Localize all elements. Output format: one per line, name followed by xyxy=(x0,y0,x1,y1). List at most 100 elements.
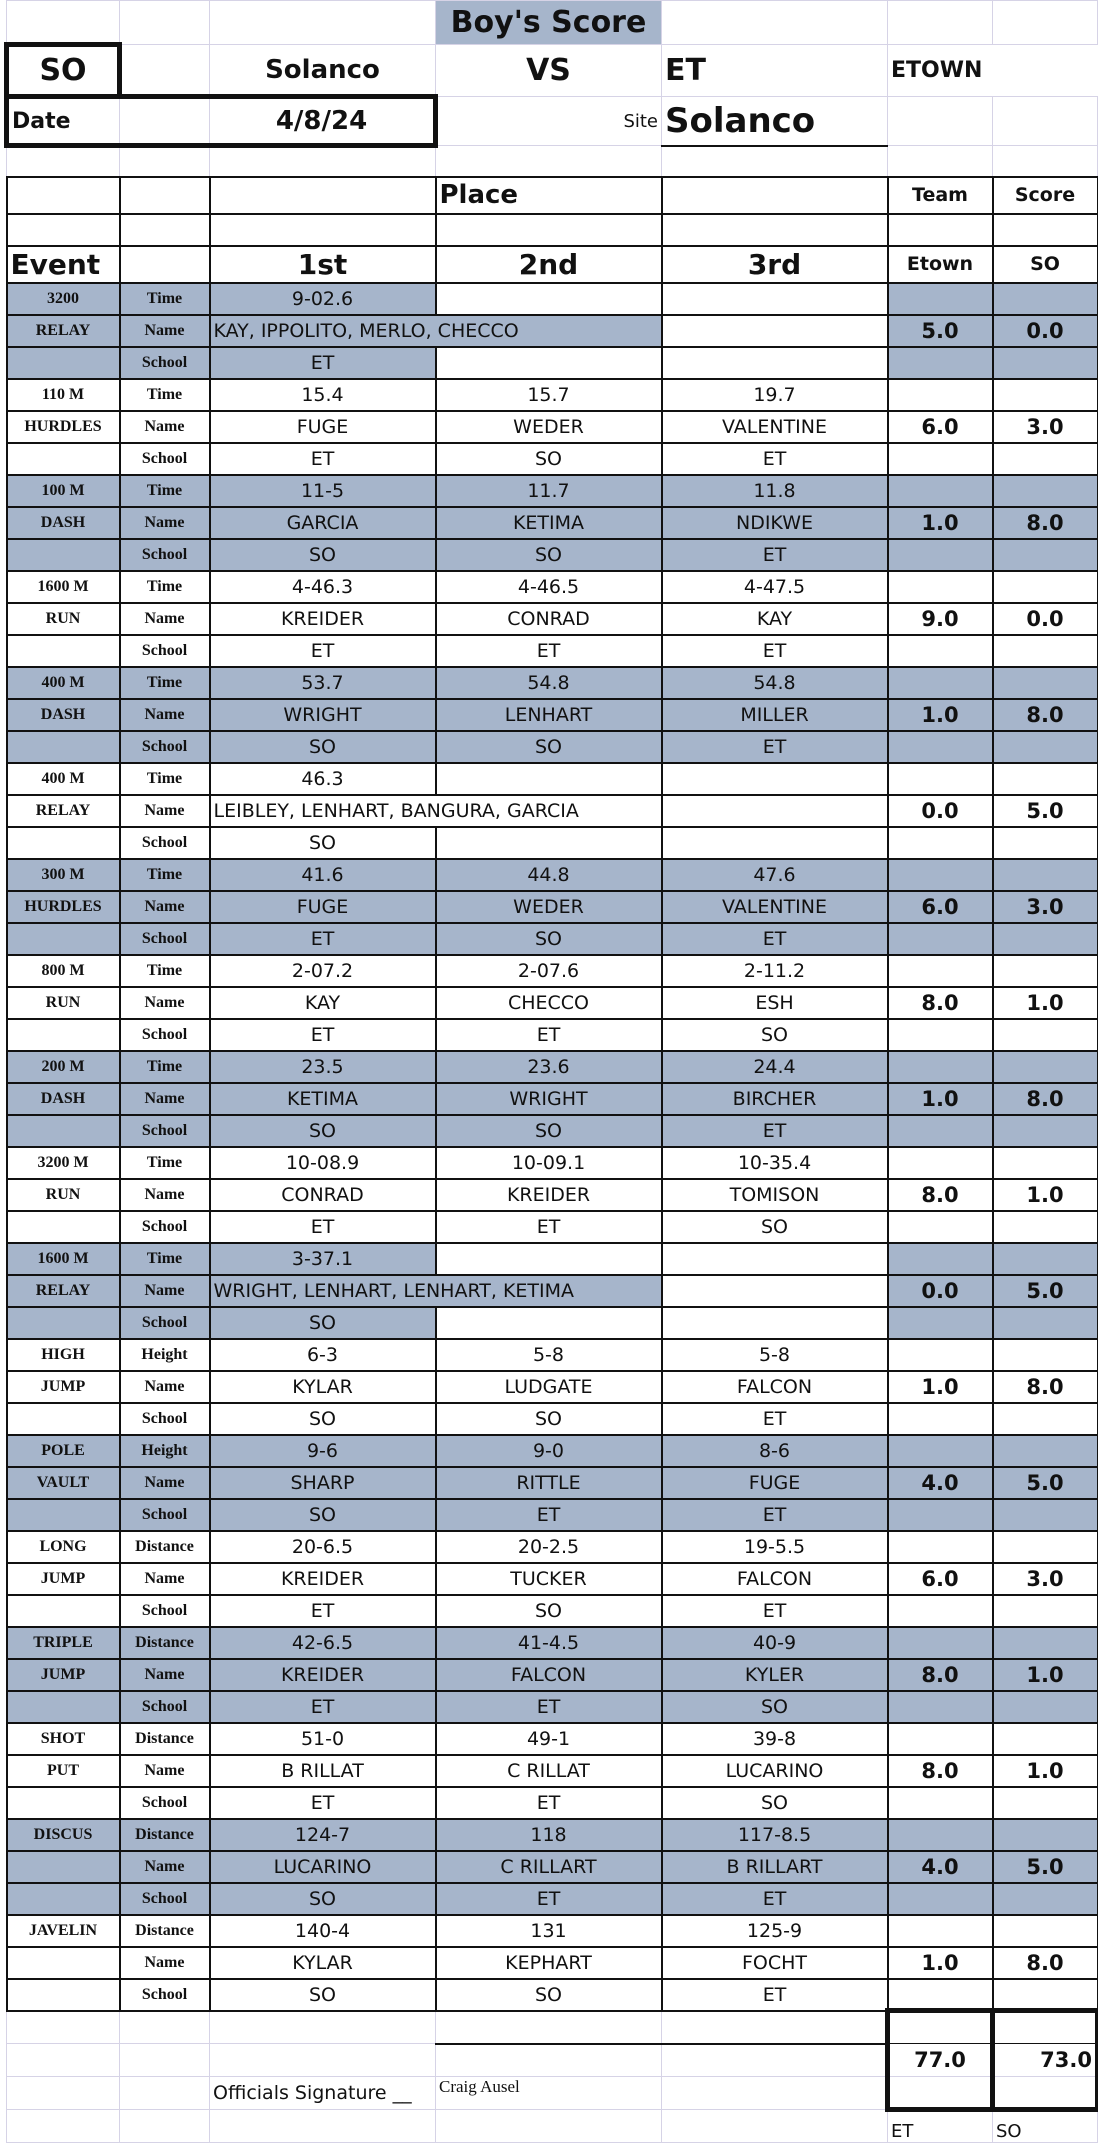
first-place-marks: 9-6 xyxy=(208,1433,437,1468)
row-type-label: Distance xyxy=(118,1913,211,1948)
first-place-schools: SO xyxy=(208,1497,437,1532)
etown-points: 6.0 xyxy=(886,1561,994,1596)
first-place-marks: 11-5 xyxy=(208,473,437,508)
second-place-marks: 11.7 xyxy=(434,473,663,508)
etown-points xyxy=(886,953,994,988)
third-place-schools: ET xyxy=(660,1401,889,1436)
so-points: 1.0 xyxy=(991,1177,1098,1212)
third-place-schools: SO xyxy=(660,1689,889,1724)
row-type-label: Name xyxy=(118,1465,211,1500)
first-place-names: FUGE xyxy=(208,409,437,444)
event-label: JAVELIN xyxy=(5,1913,121,1948)
etown-points xyxy=(886,1433,994,1468)
etown-points: 8.0 xyxy=(886,985,994,1020)
so-points xyxy=(991,1497,1098,1532)
first-place-schools: ET xyxy=(208,1209,437,1244)
second-place-marks: 131 xyxy=(434,1913,663,1948)
event-label: 400 M xyxy=(5,761,121,796)
first-place-names: KREIDER xyxy=(208,1561,437,1596)
so-points xyxy=(991,825,1098,860)
score-label: Score xyxy=(991,175,1098,215)
event-header: Event xyxy=(5,244,121,284)
event-label: RELAY xyxy=(5,793,121,828)
so-points: 0.0 xyxy=(991,313,1098,348)
etown-points xyxy=(886,1625,994,1660)
third-place-schools: ET xyxy=(660,441,889,476)
event-label xyxy=(5,1305,121,1340)
etown-points xyxy=(886,1497,994,1532)
second-place-marks: 9-0 xyxy=(434,1433,663,1468)
event-label: RUN xyxy=(5,601,121,636)
so-points: 5.0 xyxy=(991,793,1098,828)
so-points: 5.0 xyxy=(991,1465,1098,1500)
row-type-label: Distance xyxy=(118,1529,211,1564)
row-type-label: Name xyxy=(118,1945,211,1980)
etown-points: 9.0 xyxy=(886,601,994,636)
so-points xyxy=(991,953,1098,988)
so-points xyxy=(991,921,1098,956)
event-row: School SO xyxy=(5,825,1098,860)
third-place-names: NDIKWE xyxy=(660,505,889,540)
first-place-header: 1st xyxy=(208,244,437,284)
first-place-schools: ET xyxy=(208,1017,437,1052)
third-place-marks: 117-8.5 xyxy=(660,1817,889,1852)
first-place-names: KETIMA xyxy=(208,1081,437,1116)
event-label xyxy=(5,1945,121,1980)
third-place-marks: 47.6 xyxy=(660,857,889,892)
total-so: 73.0 xyxy=(992,2043,1098,2077)
so-points xyxy=(991,1209,1098,1244)
empty-cell xyxy=(434,761,663,796)
so-points: 5.0 xyxy=(991,1273,1098,1308)
total-so-label: SO xyxy=(992,2109,1098,2143)
etown-points xyxy=(886,1817,994,1852)
etown-points xyxy=(886,1593,994,1628)
site-value: Solanco xyxy=(661,96,888,147)
so-points xyxy=(991,633,1098,668)
event-row: School ET ET SO xyxy=(5,1209,1098,1244)
third-place-schools: ET xyxy=(660,633,889,668)
first-place-schools: SO xyxy=(208,1881,437,1916)
etown-points: 0.0 xyxy=(886,1273,994,1308)
so-points xyxy=(991,569,1098,604)
third-place-marks: 8-6 xyxy=(660,1433,889,1468)
row-type-label: School xyxy=(118,441,211,476)
event-row: 400 M Time 46.3 xyxy=(5,761,1098,796)
event-row: RELAY Name LEIBLEY, LENHART, BANGURA, GARC… xyxy=(5,793,1098,828)
second-place-marks: 54.8 xyxy=(434,665,663,700)
event-label: HIGH xyxy=(5,1337,121,1372)
event-label: DASH xyxy=(5,505,121,540)
row-type-label: Time xyxy=(118,281,211,316)
row-type-label: Distance xyxy=(118,1721,211,1756)
row-type-label: Time xyxy=(118,1241,211,1276)
first-place-marks: 10-08.9 xyxy=(208,1145,437,1180)
third-place-names: FUGE xyxy=(660,1465,889,1500)
event-label: 1600 M xyxy=(5,1241,121,1276)
etown-points: 8.0 xyxy=(886,1753,994,1788)
etown-points xyxy=(886,1785,994,1820)
row-type-label: Name xyxy=(118,1369,211,1404)
first-place-marks: 3-37.1 xyxy=(208,1241,437,1276)
row-type-label: School xyxy=(118,921,211,956)
row-type-label: Name xyxy=(118,1081,211,1116)
third-place-names: VALENTINE xyxy=(660,889,889,924)
so-points xyxy=(991,1593,1098,1628)
etown-points xyxy=(886,857,994,892)
row-type-label: Time xyxy=(118,761,211,796)
event-row: DISCUS Distance 124-7 118 117-8.5 xyxy=(5,1817,1098,1852)
first-place-schools: SO xyxy=(208,729,437,764)
event-label: VAULT xyxy=(5,1465,121,1500)
second-place-schools: ET xyxy=(434,1785,663,1820)
event-label: 300 M xyxy=(5,857,121,892)
row-type-label: Name xyxy=(118,1657,211,1692)
empty-cell xyxy=(434,1241,663,1276)
so-points: 3.0 xyxy=(991,409,1098,444)
second-place-schools: SO xyxy=(434,1113,663,1148)
so-points: 8.0 xyxy=(991,1369,1098,1404)
etown-points: 4.0 xyxy=(886,1465,994,1500)
etown-points xyxy=(886,665,994,700)
row-type-label: Time xyxy=(118,665,211,700)
etown-points xyxy=(886,1241,994,1276)
etown-points xyxy=(886,345,994,380)
first-place-names: SHARP xyxy=(208,1465,437,1500)
second-place-schools: ET xyxy=(434,1689,663,1724)
